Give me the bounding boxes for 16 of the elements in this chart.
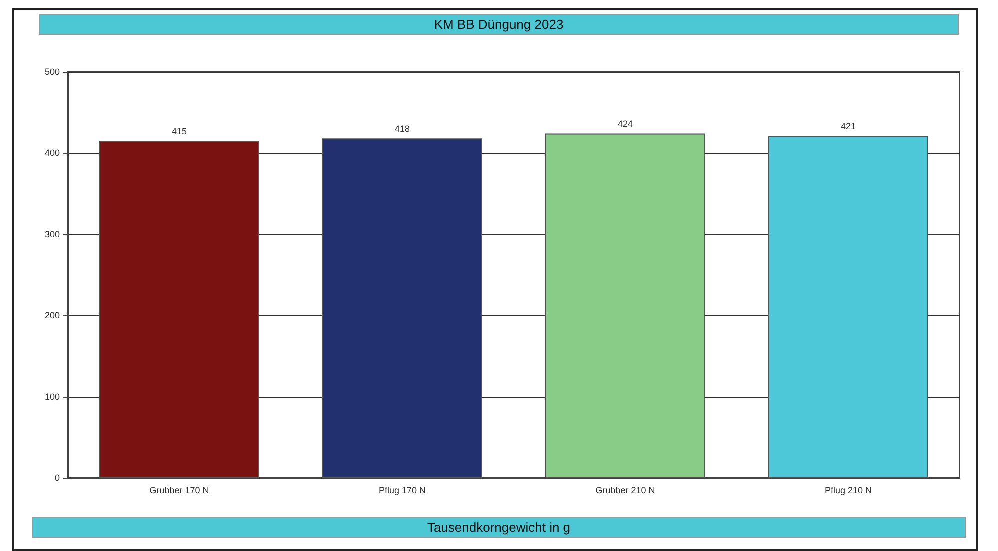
data-label: 424 — [618, 119, 634, 130]
data-label: 421 — [840, 122, 856, 132]
chart-title: KM BB Düngung 2023 — [434, 17, 564, 32]
y-tick-label: 0 — [54, 473, 60, 483]
y-tick-label: 200 — [44, 310, 60, 321]
y-tick-label: 300 — [44, 229, 60, 240]
y-tick-label: 100 — [44, 392, 60, 402]
y-tick-label: 500 — [44, 67, 60, 77]
x-axis-title: Tausendkorngewicht in g — [427, 520, 571, 535]
x-tick-label: Grubber 170 N — [150, 486, 210, 496]
x-tick-label: Pflug 210 N — [824, 486, 872, 496]
x-tick-label: Grubber 210 N — [596, 486, 656, 496]
x-tick-label: Pflug 170 N — [378, 486, 426, 496]
data-label: 418 — [394, 124, 410, 134]
data-label: 415 — [172, 126, 188, 137]
y-tick-label: 400 — [44, 148, 60, 158]
